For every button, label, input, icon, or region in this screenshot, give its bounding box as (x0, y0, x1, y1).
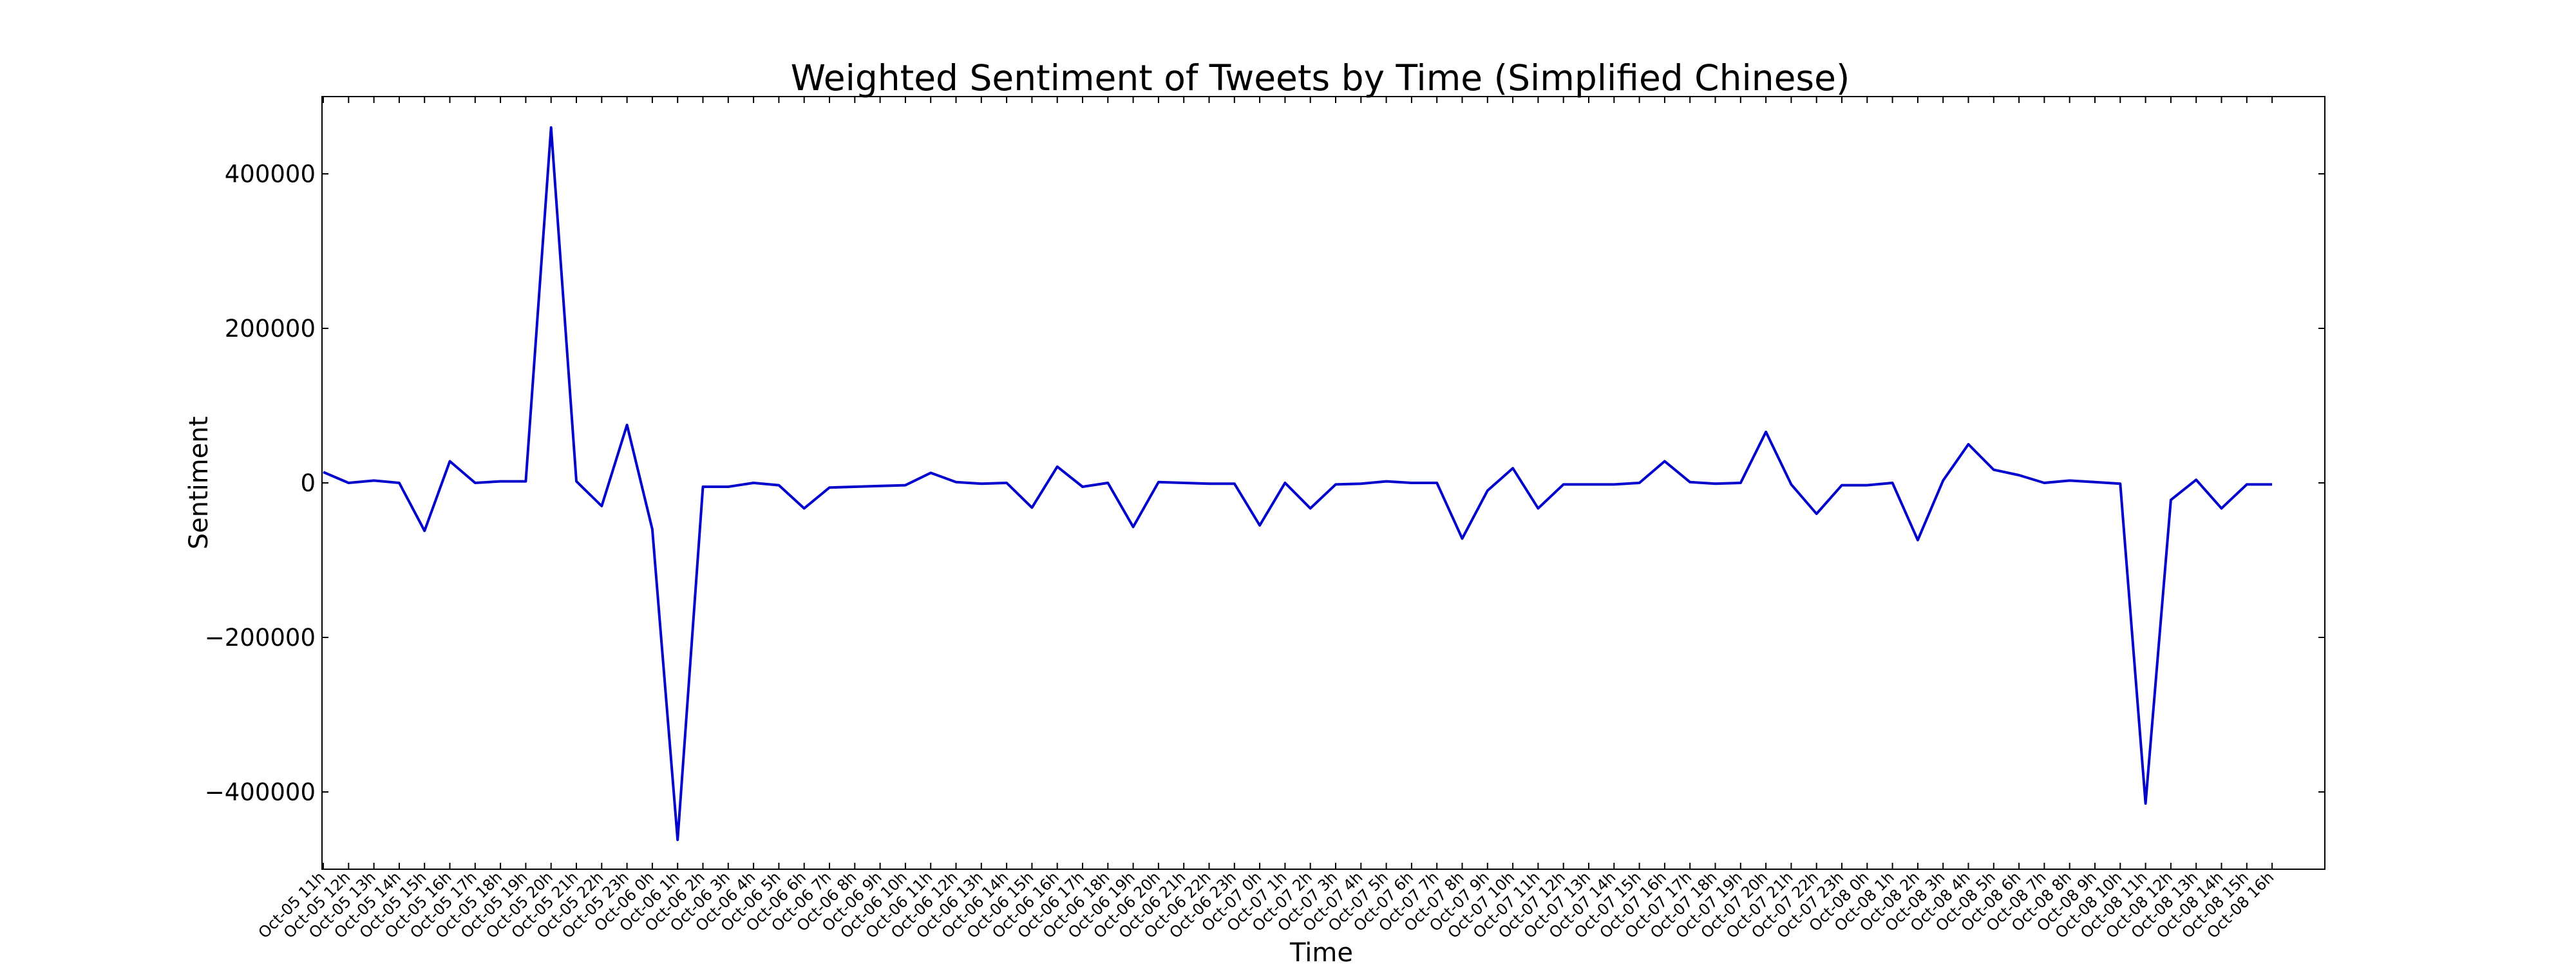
data-point (1562, 483, 1565, 485)
data-point (1815, 513, 1818, 515)
data-point (1537, 507, 1539, 510)
data-point (626, 424, 629, 426)
data-point (575, 480, 578, 483)
data-point (550, 126, 553, 129)
data-point (1891, 482, 1894, 484)
y-tick-label: 0 (300, 469, 316, 497)
data-point (1714, 482, 1717, 485)
data-point (1182, 482, 1185, 484)
data-point (1613, 483, 1615, 485)
data-point (929, 471, 932, 474)
data-point (1942, 479, 1944, 482)
data-point (2094, 481, 2096, 484)
data-point (2195, 478, 2197, 481)
data-point (2246, 483, 2248, 485)
data-point (2018, 474, 2020, 476)
data-point (727, 485, 730, 488)
data-point (499, 480, 502, 483)
data-point (1461, 537, 1464, 540)
y-tick-label: −200000 (205, 624, 316, 652)
data-point (853, 485, 856, 488)
data-point (2271, 483, 2273, 485)
data-point (777, 484, 780, 487)
plot-frame (321, 96, 2325, 870)
data-point (1005, 482, 1008, 484)
data-point (1385, 480, 1388, 483)
data-point (373, 479, 375, 482)
data-point (1157, 481, 1160, 484)
data-point (1486, 489, 1489, 492)
data-point (752, 482, 755, 484)
data-point (904, 484, 907, 487)
data-point (1258, 524, 1261, 527)
data-point (423, 529, 426, 532)
data-point (524, 480, 527, 483)
data-point (1233, 482, 1236, 485)
data-point (1663, 460, 1666, 462)
y-tick-label: 200000 (225, 315, 316, 343)
chart-title: Weighted Sentiment of Tweets by Time (Si… (791, 57, 1850, 99)
data-point (828, 486, 831, 489)
data-point (1511, 467, 1514, 469)
data-point (1283, 482, 1286, 484)
data-point (1790, 483, 1792, 485)
data-point (2145, 802, 2147, 805)
data-point (702, 485, 705, 488)
data-point (1309, 507, 1312, 510)
data-point (1967, 443, 1970, 446)
data-point (398, 482, 401, 484)
data-point (1410, 482, 1413, 484)
series-line (323, 126, 2273, 842)
data-point (955, 481, 958, 484)
data-point (1841, 484, 1843, 487)
data-point (474, 482, 477, 484)
data-point (600, 505, 603, 507)
data-point (651, 528, 654, 531)
data-point (1739, 482, 1742, 484)
x-axis-label: Time (1289, 938, 1353, 966)
data-point (1359, 482, 1362, 485)
data-point (2170, 498, 2172, 501)
data-point (1106, 482, 1109, 484)
data-point (2069, 479, 2071, 482)
data-point (676, 838, 679, 841)
data-point (347, 482, 350, 484)
data-point (1866, 484, 1868, 487)
data-point (1208, 482, 1211, 485)
data-point (1435, 482, 1438, 484)
data-point (879, 485, 882, 487)
data-point (1056, 466, 1059, 468)
data-point (1132, 525, 1135, 528)
data-point (980, 482, 983, 485)
data-point (1081, 485, 1084, 488)
data-point (2221, 507, 2223, 510)
y-tick-label: −400000 (205, 778, 316, 806)
data-point (1765, 431, 1767, 433)
data-point (2043, 482, 2045, 484)
data-point (1334, 483, 1337, 485)
data-point (803, 507, 806, 510)
data-point (2119, 482, 2121, 485)
series-layer (323, 126, 2273, 842)
y-axis-label: Sentiment (184, 417, 214, 550)
data-point (449, 460, 451, 462)
y-tick-label: 400000 (225, 160, 316, 188)
y-axis-ticks: −400000 −200000 0 200000 400000 (205, 160, 2325, 806)
data-point (1993, 469, 1995, 471)
data-point (1587, 483, 1590, 485)
data-point (1917, 539, 1919, 541)
data-point (1030, 506, 1033, 509)
data-point (1689, 481, 1691, 484)
data-point (1638, 482, 1641, 484)
